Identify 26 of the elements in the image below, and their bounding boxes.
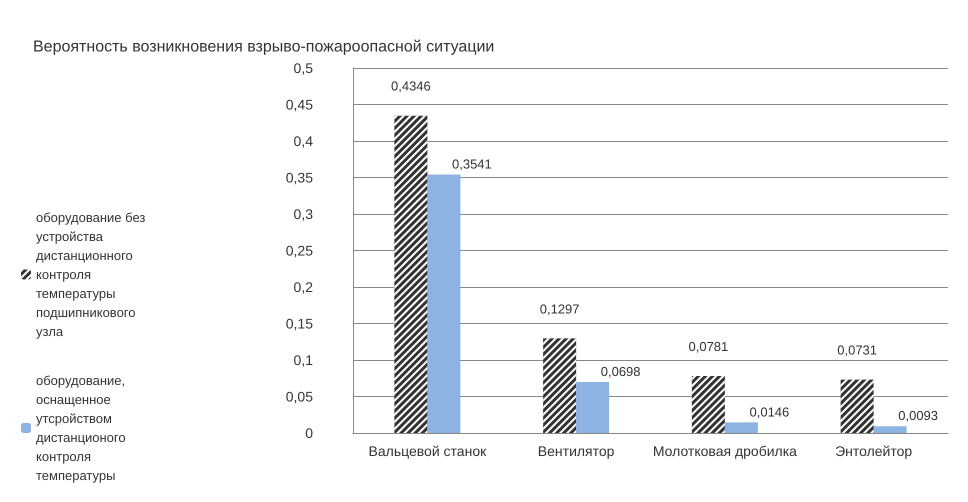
y-tick-label: 0,5 [294,60,314,76]
y-tick-label: 0,4 [294,133,314,149]
y-tick-label: 0,3 [294,206,314,222]
y-tick-label: 0,2 [294,279,314,295]
y-tick-label: 0,25 [286,242,314,258]
x-tick-label: Вентилятор [538,443,615,459]
data-label: 0,0146 [749,404,790,420]
data-label: 0,1297 [540,301,580,316]
x-tick-label: Вальцевой станок [368,443,488,459]
legend-label: оборудование без устройства дистанционного контроля температуры подшипникового узла [36,210,149,339]
y-tick-label: 0,15 [286,316,314,332]
x-tick-label: Молотковая дробилка [652,443,798,459]
y-tick-label: 0,45 [286,96,314,112]
data-label: 0,0698 [600,364,641,380]
y-tick-label: 0,1 [294,352,314,368]
y-tick-label: 0,05 [286,388,314,404]
y-axis-title: Вероятность возникновения взрыво-пожароопасной ситуации [33,38,494,56]
y-tick-label: 0 [305,425,314,441]
legend-label: оборудование, оснащенное утсройством дистанционого контроля температуры [36,373,130,483]
data-label: 0,4346 [390,78,431,94]
data-label: 0,0731 [837,342,878,358]
x-tick-label: Энтолейтор [835,443,912,459]
data-label: 0,3541 [452,156,492,172]
y-tick-label: 0,35 [286,170,314,186]
data-label: 0,0093 [898,408,938,424]
data-label: 0,0781 [688,338,728,354]
